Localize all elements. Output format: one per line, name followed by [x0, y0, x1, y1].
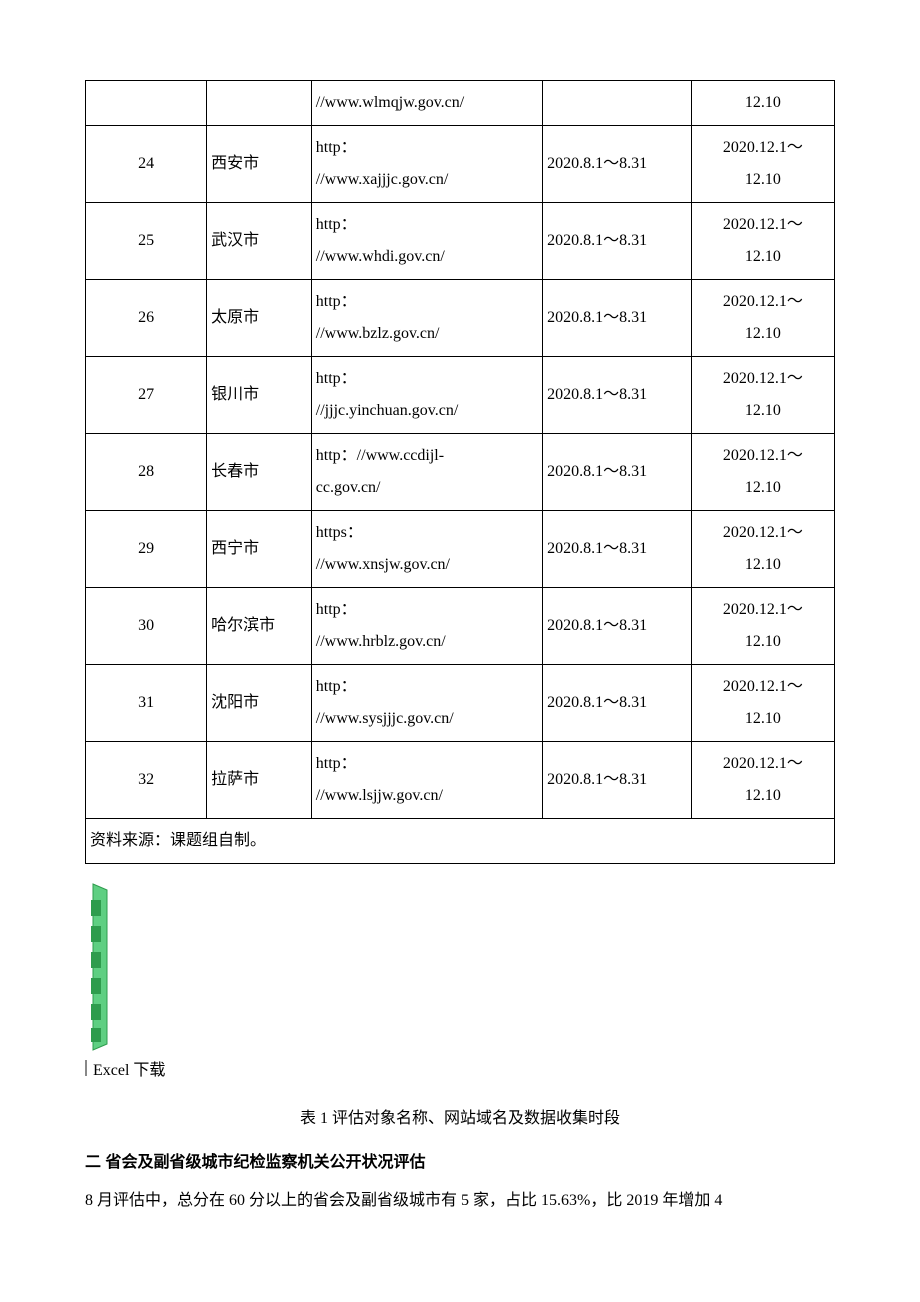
table-row: 29西宁市https：//www.xnsjw.gov.cn/2020.8.1～8…	[86, 511, 835, 588]
excel-label-text: Excel 下载	[93, 1056, 165, 1080]
source-table: 资料来源：课题组自制。	[85, 818, 835, 864]
cell-url: http：//www.xajjjc.gov.cn/	[311, 126, 542, 203]
table-row: 32拉萨市http：//www.lsjjw.gov.cn/2020.8.1～8.…	[86, 742, 835, 819]
cell-date1: 2020.8.1～8.31	[543, 742, 692, 819]
section-heading: 二 省会及副省级城市纪检监察机关公开状况评估	[85, 1148, 835, 1172]
cell-url: http：//www.ccdijl-cc.gov.cn/	[311, 434, 542, 511]
cell-city	[207, 81, 312, 126]
cell-url: http：//www.lsjjw.gov.cn/	[311, 742, 542, 819]
cell-city: 哈尔滨市	[207, 588, 312, 665]
evaluation-table: //www.wlmqjw.gov.cn/ 12.10 24西安市http：//w…	[85, 80, 835, 819]
cell-date2: 2020.12.1～12.10	[691, 280, 834, 357]
cell-date2: 2020.12.1～12.10	[691, 126, 834, 203]
cell-city: 西宁市	[207, 511, 312, 588]
cell-url: http：//www.sysjjjc.gov.cn/	[311, 665, 542, 742]
cell-date1: 2020.8.1～8.31	[543, 511, 692, 588]
table-row: 25武汉市http：//www.whdi.gov.cn/2020.8.1～8.3…	[86, 203, 835, 280]
cell-url: https：//www.xnsjw.gov.cn/	[311, 511, 542, 588]
table-row: 31沈阳市http：//www.sysjjjc.gov.cn/2020.8.1～…	[86, 665, 835, 742]
table-row: 30哈尔滨市http：//www.hrblz.gov.cn/2020.8.1～8…	[86, 588, 835, 665]
cell-date2: 2020.12.1～12.10	[691, 357, 834, 434]
table-source-row: 资料来源：课题组自制。	[86, 819, 835, 864]
cell-date2: 2020.12.1～12.10	[691, 742, 834, 819]
excel-icon	[87, 882, 107, 1052]
cell-idx: 31	[86, 665, 207, 742]
table-row: 28长春市http：//www.ccdijl-cc.gov.cn/2020.8.…	[86, 434, 835, 511]
cell-url: //www.wlmqjw.gov.cn/	[311, 81, 542, 126]
cell-idx	[86, 81, 207, 126]
cell-idx: 28	[86, 434, 207, 511]
cell-date1	[543, 81, 692, 126]
cell-date2: 2020.12.1～12.10	[691, 511, 834, 588]
table-row: 27银川市http：//jjjc.yinchuan.gov.cn/2020.8.…	[86, 357, 835, 434]
cell-date1: 2020.8.1～8.31	[543, 434, 692, 511]
cell-city: 太原市	[207, 280, 312, 357]
cell-date2: 12.10	[691, 81, 834, 126]
cell-url: http：//jjjc.yinchuan.gov.cn/	[311, 357, 542, 434]
cell-idx: 24	[86, 126, 207, 203]
cell-city: 银川市	[207, 357, 312, 434]
cell-date1: 2020.8.1～8.31	[543, 665, 692, 742]
cell-date1: 2020.8.1～8.31	[543, 280, 692, 357]
table-row: 26太原市http：//www.bzlz.gov.cn/2020.8.1～8.3…	[86, 280, 835, 357]
excel-download-block: Excel 下载	[85, 882, 835, 1080]
cell-url: http：//www.whdi.gov.cn/	[311, 203, 542, 280]
cell-date2: 2020.12.1～12.10	[691, 665, 834, 742]
table-row: 24西安市http：//www.xajjjc.gov.cn/2020.8.1～8…	[86, 126, 835, 203]
cell-idx: 27	[86, 357, 207, 434]
cell-city: 武汉市	[207, 203, 312, 280]
table-caption: 表 1 评估对象名称、网站域名及数据收集时段	[85, 1104, 835, 1128]
cell-idx: 29	[86, 511, 207, 588]
divider-bar	[85, 1060, 87, 1076]
cell-date1: 2020.8.1～8.31	[543, 357, 692, 434]
cell-idx: 25	[86, 203, 207, 280]
cell-date2: 2020.12.1～12.10	[691, 203, 834, 280]
cell-url: http：//www.hrblz.gov.cn/	[311, 588, 542, 665]
table-row-partial: //www.wlmqjw.gov.cn/ 12.10	[86, 81, 835, 126]
cell-city: 拉萨市	[207, 742, 312, 819]
body-paragraph: 8 月评估中，总分在 60 分以上的省会及副省级城市有 5 家，占比 15.63…	[85, 1186, 835, 1216]
excel-download-link[interactable]: Excel 下载	[85, 1056, 835, 1080]
cell-idx: 26	[86, 280, 207, 357]
cell-city: 西安市	[207, 126, 312, 203]
cell-idx: 32	[86, 742, 207, 819]
cell-city: 长春市	[207, 434, 312, 511]
cell-date1: 2020.8.1～8.31	[543, 126, 692, 203]
cell-url: http：//www.bzlz.gov.cn/	[311, 280, 542, 357]
cell-date1: 2020.8.1～8.31	[543, 588, 692, 665]
cell-date2: 2020.12.1～12.10	[691, 588, 834, 665]
table-source-text: 资料来源：课题组自制。	[86, 819, 835, 864]
cell-idx: 30	[86, 588, 207, 665]
cell-date2: 2020.12.1～12.10	[691, 434, 834, 511]
cell-city: 沈阳市	[207, 665, 312, 742]
cell-date1: 2020.8.1～8.31	[543, 203, 692, 280]
